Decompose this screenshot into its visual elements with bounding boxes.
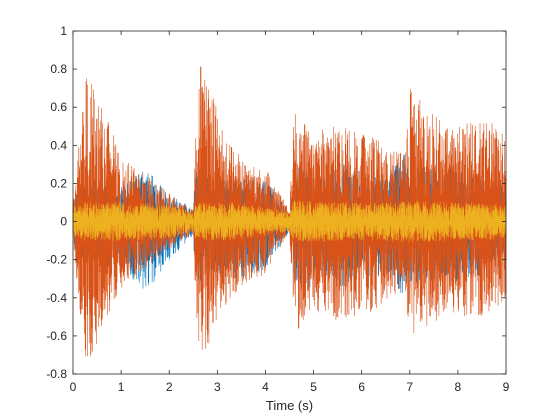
y-tick-label: 0.4 [50, 138, 67, 152]
series-line-2 [72, 66, 507, 357]
y-tick-label: -0.2 [46, 253, 67, 267]
y-tick-label: 0.8 [50, 62, 67, 76]
x-tick-label: 1 [118, 380, 125, 394]
x-tick-label: 4 [262, 380, 269, 394]
x-tick-label: 9 [503, 380, 510, 394]
x-tick-label: 5 [310, 380, 317, 394]
y-tick-label: -0.4 [46, 291, 67, 305]
y-tick-label: 0.6 [50, 100, 67, 114]
x-tick-label: 2 [166, 380, 173, 394]
y-tick-label: 0.2 [50, 176, 67, 190]
x-tick-label: 7 [406, 380, 413, 394]
y-tick-label: -0.6 [46, 329, 67, 343]
x-tick-label: 0 [70, 380, 77, 394]
y-tick-label: -0.8 [46, 367, 67, 381]
x-tick-label: 6 [358, 380, 365, 394]
series-line-3 [72, 200, 507, 243]
y-tick-label: 0 [60, 215, 67, 229]
x-tick-label: 8 [455, 380, 462, 394]
y-tick-label: 1 [60, 24, 67, 38]
ticks-layer: 0 1 2 3 4 5 6 7 8 9 1 0.8 0.6 0.4 0.2 0 -0.2 -0.4 -0.6 -0.8 [46, 24, 509, 394]
x-tick-label: 3 [214, 380, 221, 394]
series-layer [72, 66, 507, 357]
x-axis-title: Time (s) [266, 398, 313, 413]
axes-box [72, 30, 507, 375]
